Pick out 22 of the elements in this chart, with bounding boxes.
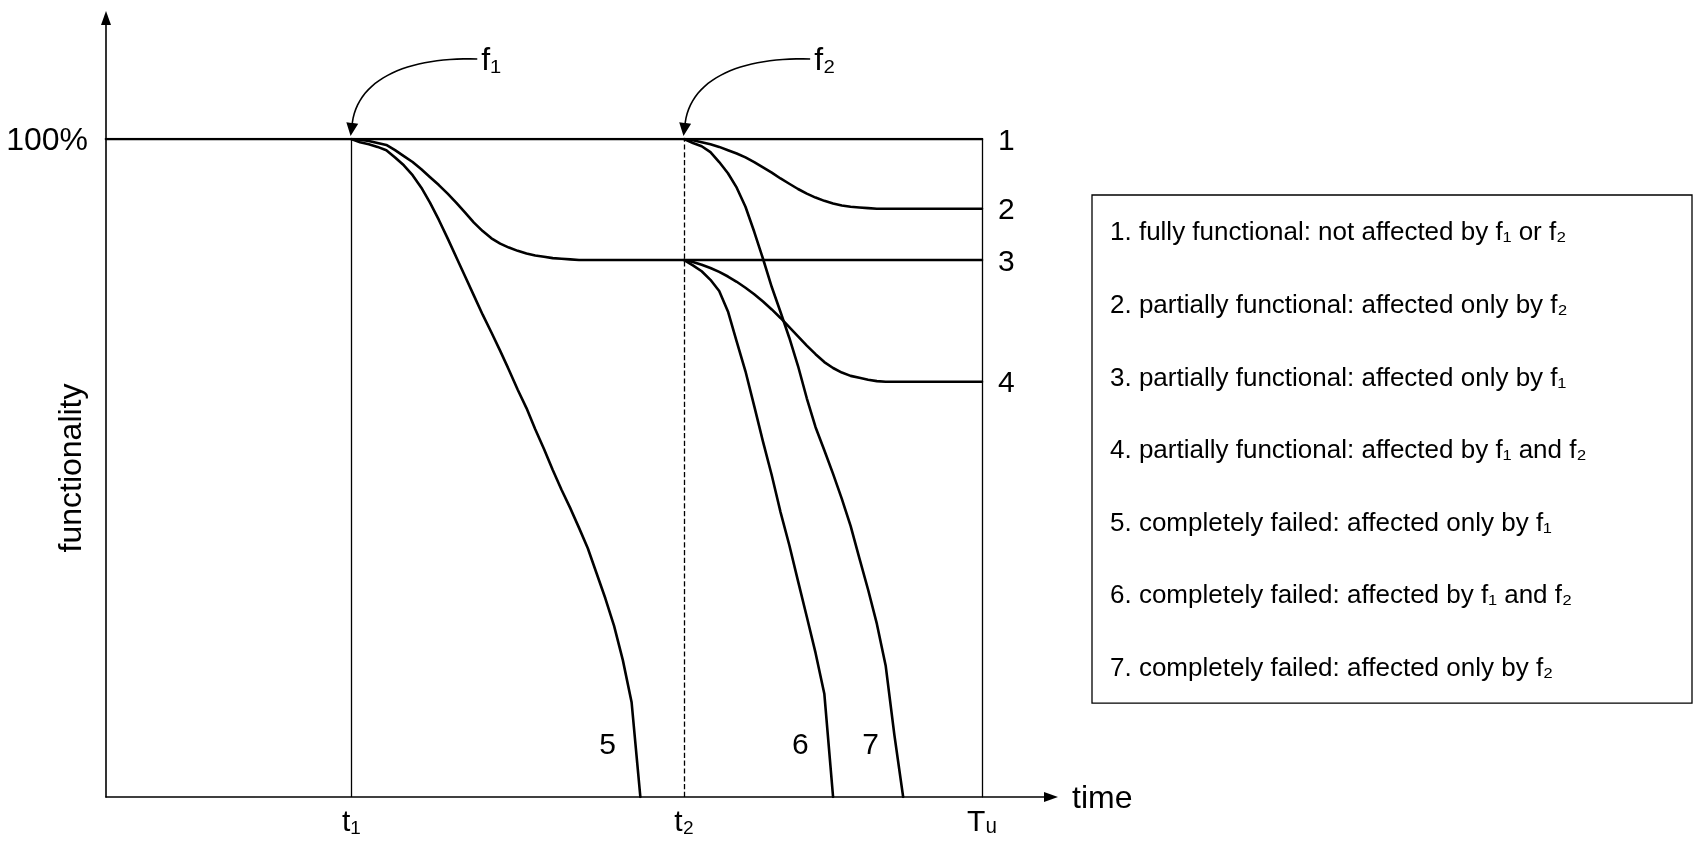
x-axis-title: time [1072,779,1133,815]
y-axis-title: functionality [52,383,88,553]
x-tick-label: t₁ [342,803,361,837]
series-label: 3 [998,243,1015,277]
text: 3. partially functional: affected only by f₁ [1110,361,1567,392]
series-label: 4 [998,365,1015,399]
x-tick-label: t₂ [674,803,695,837]
series-label: 1 [998,122,1015,156]
text: f₂ [814,41,836,77]
series-label: 6 [792,726,809,760]
x-tick-label: Tᵤ [967,803,997,837]
text: 5. completely failed: affected only by f₁ [1110,506,1553,537]
text: 100% [6,121,88,157]
text: 2. partially functional: affected only by f₂ [1110,288,1568,319]
series-label: 5 [599,726,617,760]
text: 1. fully functional: not affected by f₁ or f₂ [1110,216,1567,247]
text: 7. completely failed: affected only by f₂ [1110,651,1554,682]
series-label: 7 [862,726,879,760]
series-label: 2 [998,192,1015,226]
text: 4. partially functional: affected by f₁ and f₂ [1110,434,1587,465]
text: 6. completely failed: affected by f₁ and f₂ [1110,579,1573,610]
text: f₁ [481,41,501,77]
